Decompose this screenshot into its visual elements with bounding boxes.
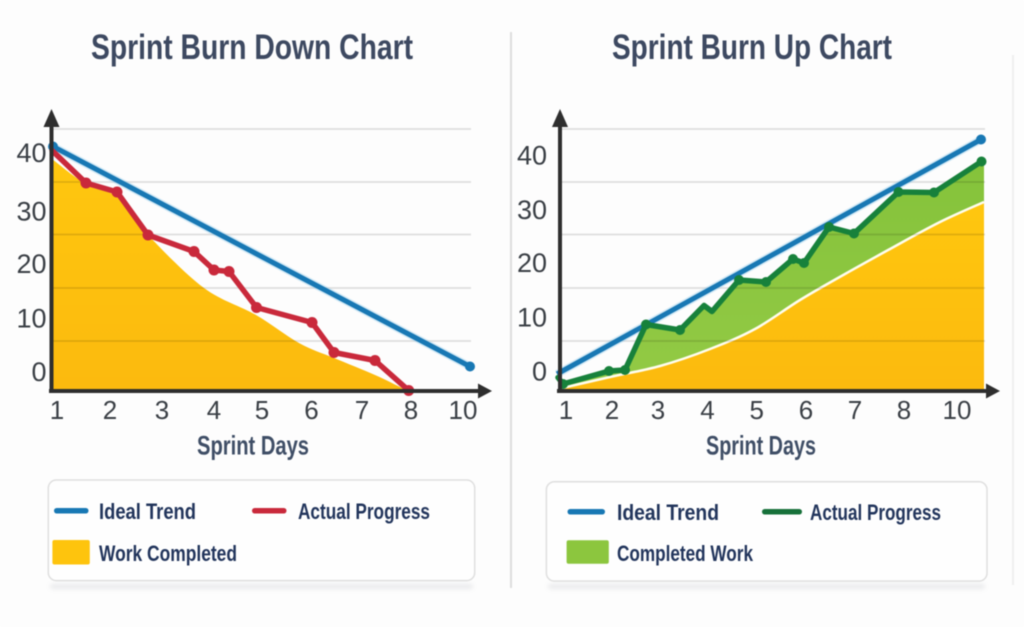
svg-text:Completed Work: Completed Work [617,541,754,566]
svg-text:8: 8 [897,395,911,425]
svg-text:4: 4 [700,395,714,425]
svg-text:30: 30 [517,195,547,225]
svg-text:5: 5 [255,395,269,425]
svg-text:5: 5 [749,395,763,425]
svg-text:8: 8 [404,395,418,425]
svg-text:7: 7 [848,395,862,425]
svg-text:10: 10 [517,303,547,333]
svg-text:40: 40 [517,141,547,171]
svg-text:1: 1 [50,395,64,425]
svg-text:Ideal Trend: Ideal Trend [99,499,196,524]
svg-text:3: 3 [155,395,169,425]
svg-text:10: 10 [449,395,478,425]
svg-text:Sprint Days: Sprint Days [706,431,816,461]
svg-text:0: 0 [532,357,547,387]
svg-text:6: 6 [799,395,813,425]
svg-text:7: 7 [355,395,369,425]
svg-text:10: 10 [16,304,46,334]
svg-text:Sprint Burn Up Chart: Sprint Burn Up Chart [612,28,892,67]
svg-text:20: 20 [16,249,46,279]
svg-text:Sprint Burn Down Chart: Sprint Burn Down Chart [91,28,413,67]
svg-text:30: 30 [16,197,46,227]
svg-text:2: 2 [605,395,619,425]
svg-text:0: 0 [31,357,46,387]
svg-text:Work Completed: Work Completed [99,541,237,566]
svg-text:Ideal Trend: Ideal Trend [617,500,719,525]
svg-text:3: 3 [651,395,665,425]
svg-text:Actual Progress: Actual Progress [298,499,430,524]
svg-text:4: 4 [207,395,221,425]
svg-text:20: 20 [517,248,547,278]
svg-text:Actual Progress: Actual Progress [810,500,941,525]
svg-text:Sprint Days: Sprint Days [197,431,309,461]
svg-text:10: 10 [943,395,972,425]
svg-text:6: 6 [304,395,318,425]
svg-text:1: 1 [559,395,573,425]
svg-text:2: 2 [103,395,117,425]
svg-text:40: 40 [16,138,46,168]
